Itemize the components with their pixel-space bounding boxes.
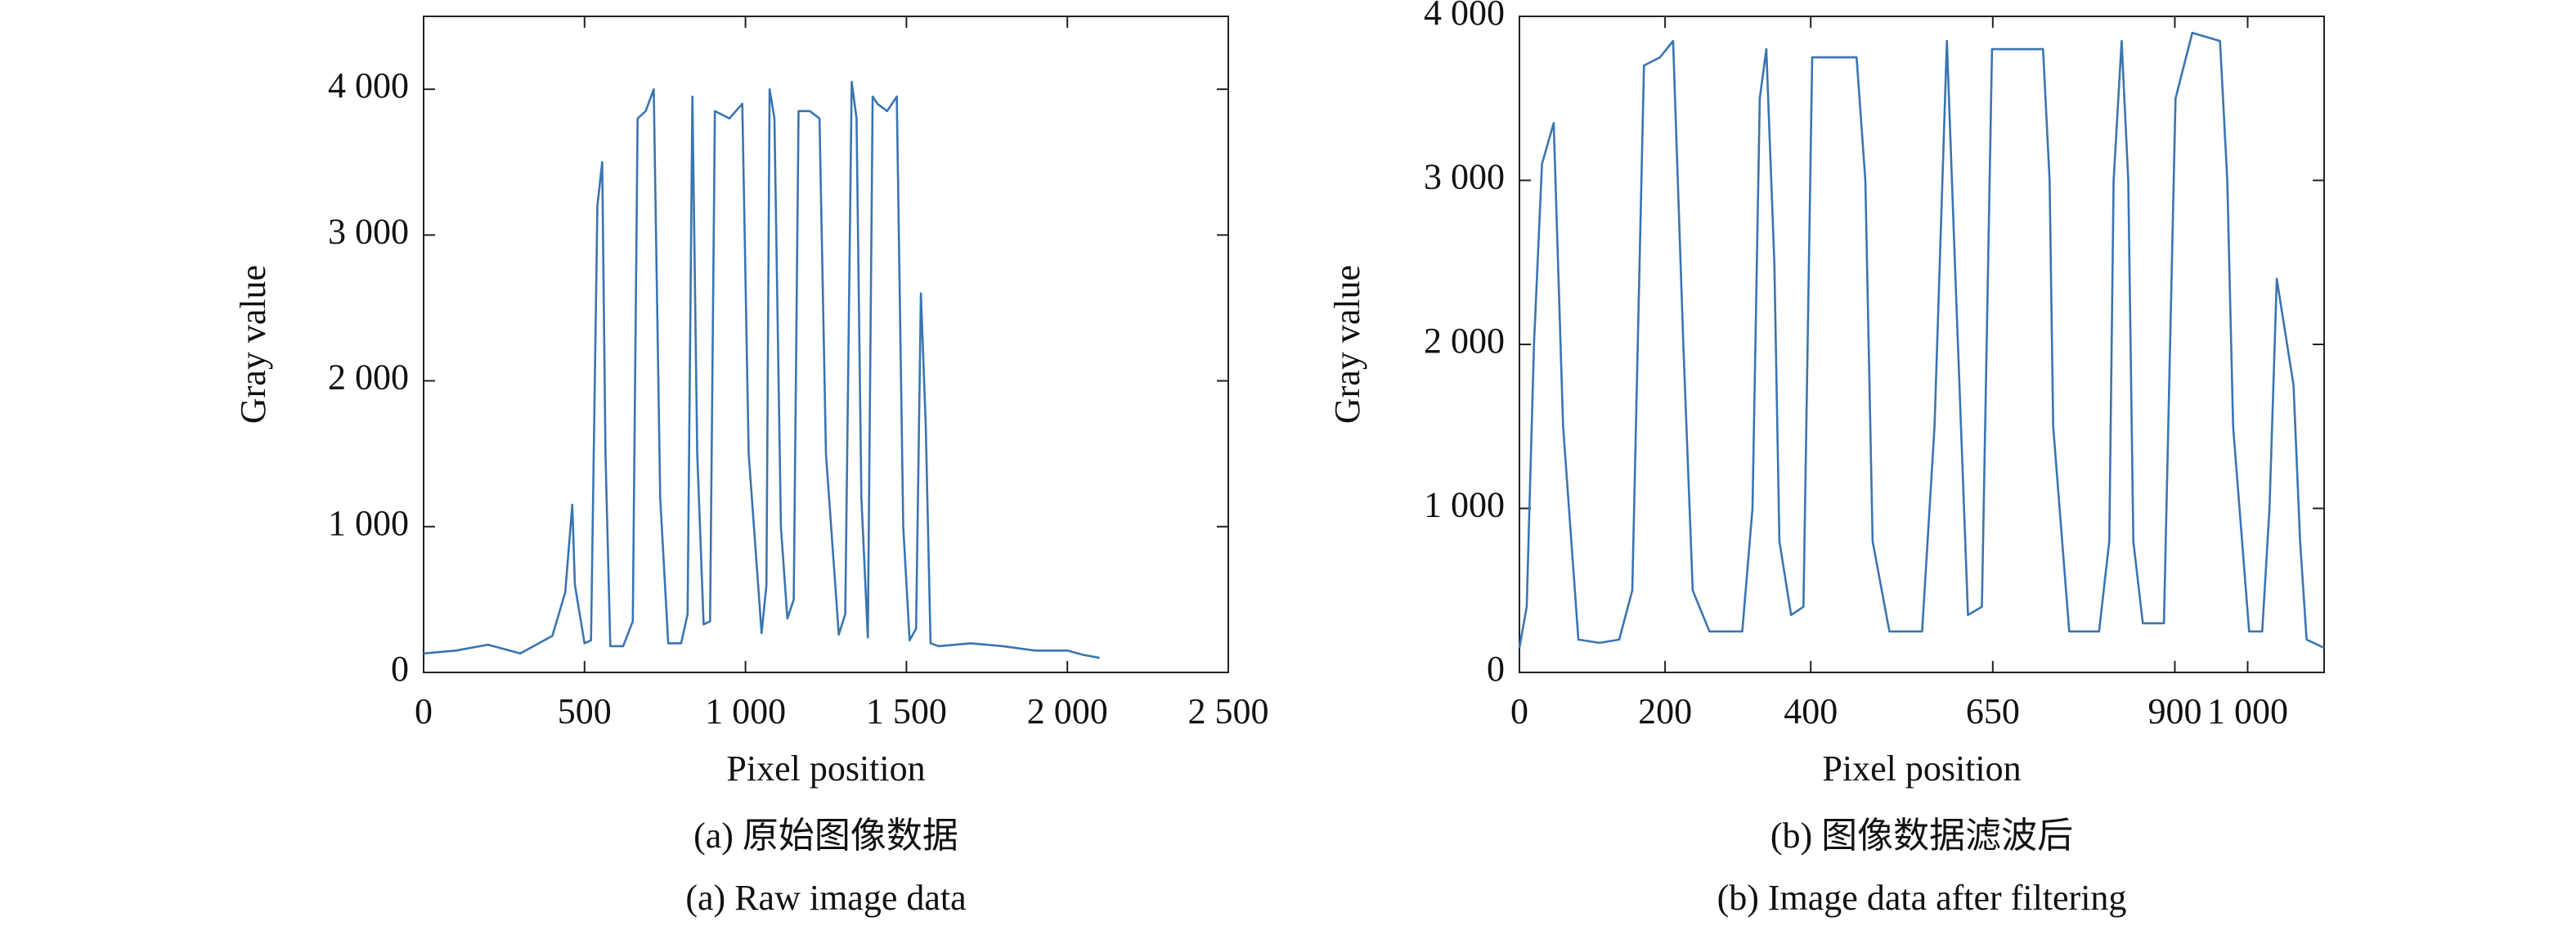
y-tick-label: 3 000 [328,211,409,251]
y-tick-label: 1 000 [328,503,409,543]
x-axis-label: Pixel position [1822,748,2021,789]
data-line [1518,31,2325,650]
y-tick-label: 4 000 [328,65,409,106]
plot-frame [423,16,1229,673]
y-tick-label: 3 000 [1424,157,1505,197]
caption-zh: (a) 原始图像数据 [693,816,958,856]
x-tick-label: 900 [2147,691,2201,731]
x-tick-label: 200 [1638,691,1692,731]
x-axis-label: Pixel position [726,748,925,789]
x-tick-label: 650 [1966,691,2020,731]
y-tick-label: 0 [391,649,409,689]
data-line [423,80,1100,659]
x-tick-label: 1 500 [866,691,947,731]
x-tick-label: 1 000 [2207,691,2288,731]
x-tick-label: 500 [558,691,612,731]
y-axis-label: Gray value [233,265,273,424]
caption-zh: (b) 图像数据滤波后 [1770,816,2073,856]
x-tick-label: 400 [1784,691,1838,731]
plot-frame [1519,16,2325,673]
y-tick-label: 2 000 [328,357,409,398]
caption-en: (a) Raw image data [685,878,966,918]
y-tick-label: 0 [1487,649,1505,689]
y-tick-label: 1 000 [1424,485,1505,525]
y-tick-label: 2 000 [1424,321,1505,361]
x-tick-label: 0 [1510,691,1528,731]
x-tick-label: 2 500 [1188,691,1269,731]
y-axis-label: Gray value [1327,265,1367,424]
y-tick-label: 4 000 [1424,0,1505,33]
caption-en: (b) Image data after filtering [1717,878,2127,918]
x-tick-label: 0 [415,691,433,731]
x-tick-label: 2 000 [1027,691,1108,731]
x-tick-label: 1 000 [705,691,786,731]
